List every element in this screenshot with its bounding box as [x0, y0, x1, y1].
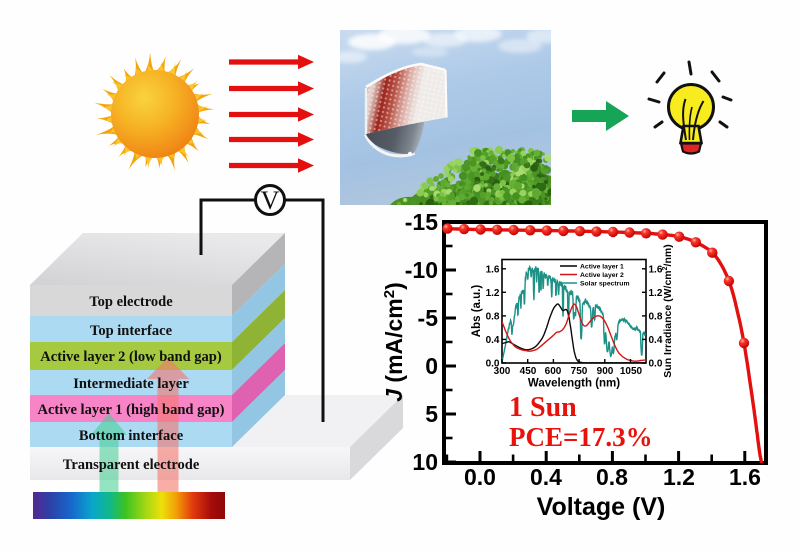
svg-text:Intermediate layer: Intermediate layer: [73, 376, 189, 392]
svg-text:Active layer 2: Active layer 2: [580, 272, 624, 279]
svg-text:PCE=17.3%: PCE=17.3%: [509, 422, 653, 452]
svg-text:-10: -10: [405, 257, 438, 283]
svg-text:750: 750: [571, 366, 588, 377]
svg-text:10: 10: [412, 449, 438, 475]
svg-text:-15: -15: [405, 209, 438, 235]
svg-text:1.2: 1.2: [486, 288, 500, 299]
svg-text:Solar spectrum: Solar spectrum: [580, 281, 629, 288]
svg-text:1.6: 1.6: [486, 264, 500, 275]
svg-text:V: V: [261, 186, 280, 215]
svg-text:1.2: 1.2: [663, 464, 695, 490]
svg-text:1 Sun: 1 Sun: [509, 392, 577, 423]
svg-text:5: 5: [425, 401, 438, 427]
svg-text:0: 0: [425, 353, 438, 379]
svg-text:-5: -5: [418, 305, 439, 331]
svg-text:Sun Irradiance (W/cm2/nm): Sun Irradiance (W/cm2/nm): [662, 244, 674, 377]
svg-text:0.4: 0.4: [649, 335, 663, 346]
svg-text:Wavelength (nm): Wavelength (nm): [528, 378, 620, 390]
svg-text:Top interface: Top interface: [90, 323, 173, 339]
svg-text:450: 450: [520, 366, 537, 377]
svg-text:1.6: 1.6: [729, 464, 761, 490]
svg-text:Bottom interface: Bottom interface: [79, 428, 184, 444]
svg-text:1.2: 1.2: [649, 288, 663, 299]
svg-text:0.4: 0.4: [530, 464, 562, 490]
svg-text:Abs (a.u.): Abs (a.u.): [471, 285, 483, 338]
svg-text:900: 900: [597, 366, 614, 377]
svg-text:1.6: 1.6: [649, 264, 663, 275]
svg-text:0.8: 0.8: [486, 311, 500, 322]
svg-text:Transparent electrode: Transparent electrode: [63, 457, 200, 473]
svg-text:0.8: 0.8: [596, 464, 628, 490]
svg-text:Top electrode: Top electrode: [89, 294, 173, 310]
svg-text:Voltage (V): Voltage (V): [537, 493, 666, 521]
svg-text:Active layer 2 (low band gap): Active layer 2 (low band gap): [40, 349, 222, 365]
svg-text:0.0: 0.0: [486, 359, 500, 370]
svg-text:0.4: 0.4: [486, 335, 500, 346]
svg-text:Active layer 1: Active layer 1: [580, 264, 624, 271]
svg-text:0.0: 0.0: [464, 464, 496, 490]
svg-text:1050: 1050: [620, 366, 643, 377]
svg-text:J (mA/cm2): J (mA/cm2): [381, 282, 407, 402]
svg-text:Active layer 1 (high band gap): Active layer 1 (high band gap): [37, 402, 224, 418]
svg-text:300: 300: [494, 366, 511, 377]
svg-text:600: 600: [545, 366, 562, 377]
svg-text:0.0: 0.0: [649, 359, 663, 370]
svg-text:0.8: 0.8: [649, 311, 663, 322]
